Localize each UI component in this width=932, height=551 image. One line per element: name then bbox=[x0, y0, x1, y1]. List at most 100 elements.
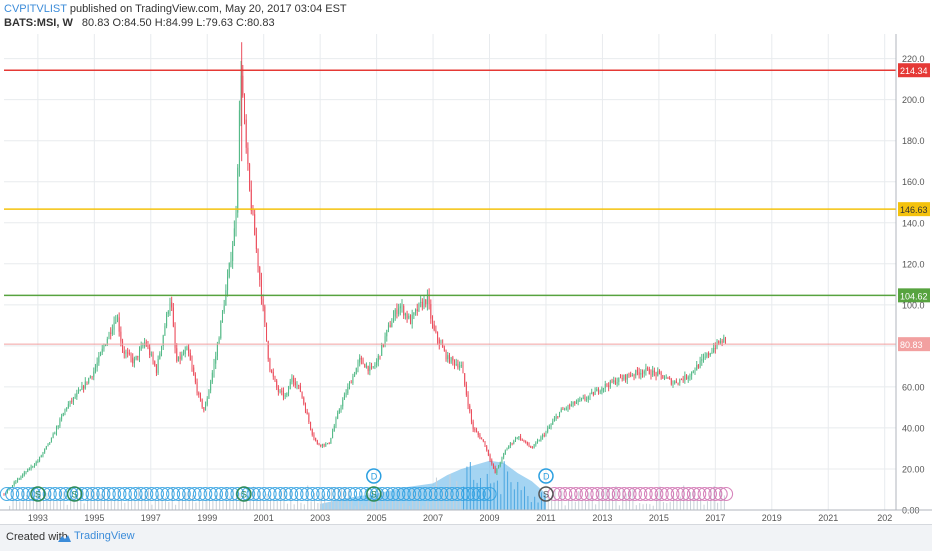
x-tick-label: 2019 bbox=[762, 513, 782, 523]
candle-body bbox=[655, 372, 657, 376]
candle-body bbox=[49, 442, 51, 444]
candle-body bbox=[581, 398, 583, 400]
dividend-marker bbox=[273, 486, 288, 502]
candle-body bbox=[359, 357, 361, 363]
price-series bbox=[3, 42, 727, 496]
candle-body bbox=[257, 248, 259, 267]
candle-body bbox=[657, 371, 659, 376]
candle-body bbox=[103, 345, 105, 349]
dividend-marker bbox=[278, 486, 293, 502]
volume-profile bbox=[9, 460, 725, 510]
candle-body bbox=[708, 353, 710, 356]
candle-body bbox=[98, 355, 100, 363]
dividend-marker bbox=[144, 486, 159, 502]
dividend-marker bbox=[284, 486, 299, 502]
dividend-marker bbox=[606, 486, 621, 502]
candle-body bbox=[535, 442, 537, 445]
candle-body bbox=[706, 353, 708, 357]
dividend-marker bbox=[477, 486, 492, 502]
candle-body bbox=[118, 317, 120, 332]
candle-body bbox=[286, 393, 288, 396]
candle-body bbox=[589, 393, 591, 397]
candle-body bbox=[694, 370, 696, 372]
dividend-marker bbox=[149, 486, 165, 502]
candle-body bbox=[448, 355, 450, 363]
candle-body bbox=[86, 381, 88, 383]
candle-body bbox=[445, 350, 447, 360]
publish-info: CVPITVLIST published on TradingView.com,… bbox=[4, 3, 347, 15]
candle-body bbox=[281, 390, 283, 392]
dividend-marker bbox=[305, 486, 320, 502]
candle-body bbox=[127, 352, 129, 354]
dividend-marker bbox=[670, 486, 685, 502]
event-marker bbox=[236, 486, 252, 502]
event-marker bbox=[30, 486, 46, 502]
candle-body bbox=[699, 360, 701, 368]
dividend-marker bbox=[633, 486, 648, 502]
candle-body bbox=[177, 356, 179, 362]
candle-body bbox=[354, 374, 356, 377]
candle-body bbox=[233, 228, 235, 246]
candle-body bbox=[228, 262, 230, 277]
candle-body bbox=[572, 401, 574, 405]
candle-body bbox=[6, 489, 8, 493]
dividend-marker bbox=[434, 486, 449, 502]
candle-body bbox=[282, 391, 284, 397]
candle-body bbox=[340, 406, 342, 410]
dividend-marker bbox=[74, 486, 89, 502]
candle-body bbox=[611, 380, 613, 383]
dividend-marker bbox=[412, 486, 427, 502]
candle-body bbox=[403, 306, 405, 316]
dividend-marker bbox=[90, 486, 106, 502]
candle-body bbox=[633, 375, 635, 376]
candle-body bbox=[547, 428, 549, 432]
candle-body bbox=[399, 306, 401, 309]
candle-body bbox=[232, 245, 234, 261]
candle-body bbox=[166, 313, 168, 327]
candle-body bbox=[555, 416, 557, 419]
candle-body bbox=[33, 464, 35, 467]
candle-body bbox=[206, 398, 208, 405]
candle-body bbox=[562, 409, 564, 411]
candle-body bbox=[335, 418, 337, 426]
candle-body bbox=[342, 399, 344, 407]
candle-body bbox=[394, 309, 396, 317]
candle-body bbox=[223, 305, 225, 312]
candle-body bbox=[520, 436, 522, 440]
dividend-marker bbox=[601, 486, 616, 502]
candle-body bbox=[664, 378, 666, 380]
candle-body bbox=[311, 429, 313, 435]
dividend-marker bbox=[246, 486, 261, 502]
candle-body bbox=[308, 414, 310, 423]
tradingview-brand-link[interactable]: TradingView bbox=[74, 530, 135, 542]
candle-body bbox=[362, 359, 364, 365]
candle-body bbox=[328, 443, 330, 444]
dividend-marker bbox=[15, 486, 30, 502]
candle-body bbox=[513, 441, 515, 444]
x-tick-label: 2003 bbox=[310, 513, 330, 523]
price-label: 80.83 bbox=[900, 340, 923, 350]
candle-body bbox=[599, 391, 601, 393]
candle-body bbox=[150, 354, 152, 356]
dividend-marker bbox=[26, 486, 41, 502]
candle-body bbox=[442, 344, 444, 348]
x-tick-label: 2017 bbox=[705, 513, 725, 523]
candle-body bbox=[433, 324, 435, 331]
candle-body bbox=[155, 365, 157, 373]
x-tick-label: 2015 bbox=[649, 513, 669, 523]
candle-body bbox=[152, 354, 154, 362]
publisher-name[interactable]: CVPITVLIST bbox=[4, 3, 67, 15]
candle-body bbox=[645, 368, 647, 372]
candle-body bbox=[386, 329, 388, 337]
candle-body bbox=[689, 375, 691, 378]
candle-body bbox=[44, 449, 46, 453]
candle-body bbox=[350, 382, 352, 384]
candle-body bbox=[377, 355, 379, 362]
candle-body bbox=[545, 431, 547, 436]
candle-body bbox=[189, 353, 191, 361]
dividend-marker bbox=[579, 486, 594, 502]
candle-body bbox=[59, 419, 61, 427]
candle-body bbox=[469, 405, 471, 412]
